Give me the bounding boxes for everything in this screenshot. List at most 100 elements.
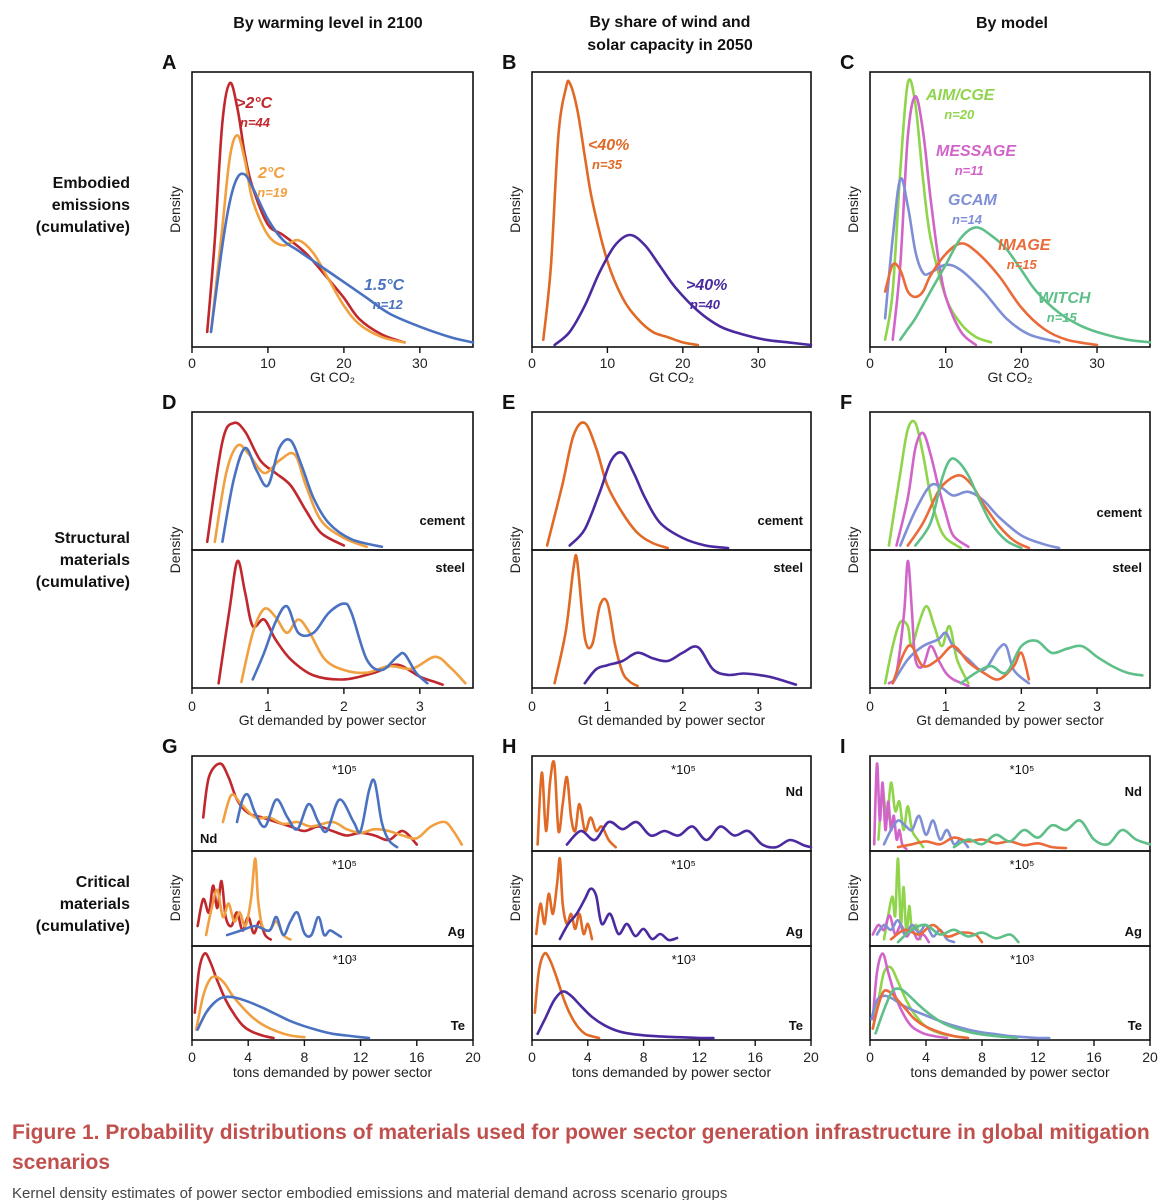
series-name: >2°C xyxy=(236,95,273,112)
series-name: 2°C xyxy=(257,165,285,182)
x-tick-label: 12 xyxy=(353,1049,369,1065)
x-tick-label: 8 xyxy=(301,1049,309,1065)
x-tick-label: 0 xyxy=(188,355,196,371)
series-label-message: MESSAGE n=11 xyxy=(936,143,1017,178)
plot-frame xyxy=(869,945,1151,1041)
x-tick-label: 2 xyxy=(340,698,348,714)
series-line-1-5-c xyxy=(209,172,475,344)
x-tick-label: 20 xyxy=(1142,1049,1158,1065)
row-title-1: Embodied emissions (cumulative) xyxy=(36,175,130,236)
x-tick-label: 1 xyxy=(942,698,950,714)
row-title-line: Structural xyxy=(54,530,130,547)
plot-frame xyxy=(191,549,474,689)
row-title-line: (cumulative) xyxy=(36,574,130,591)
series-line-aim-cge xyxy=(883,604,970,685)
x-tick-label: 3 xyxy=(416,698,424,714)
multiplier-label: *10⁵ xyxy=(671,857,696,872)
series-line-40 xyxy=(553,553,639,688)
x-tick-label: 4 xyxy=(584,1049,592,1065)
series-line-40 xyxy=(583,645,798,686)
x-tick-label: 16 xyxy=(1086,1049,1102,1065)
y-axis-label: Density xyxy=(507,875,523,922)
x-tick-label: 1 xyxy=(604,698,612,714)
series-line-1-5-c xyxy=(251,602,429,685)
subplot-te: Te *10³ xyxy=(869,945,1151,1041)
row-title-line: Embodied xyxy=(53,175,130,192)
plot-frame xyxy=(531,549,812,689)
sublabel-nd: Nd xyxy=(1125,784,1142,799)
x-tick-label: 3 xyxy=(754,698,762,714)
subplot-te: Te *10³ xyxy=(531,945,812,1041)
x-tick-label: 30 xyxy=(750,355,766,371)
x-tick-label: 8 xyxy=(978,1049,986,1065)
x-tick-label: 0 xyxy=(866,698,874,714)
series-line-40 xyxy=(565,820,813,849)
series-line-aim-cge xyxy=(887,419,963,550)
y-axis-label: Density xyxy=(845,875,861,922)
series-line-witch xyxy=(952,819,1152,849)
series-label-aim-cge: AIM/CGE n=20 xyxy=(925,87,996,122)
series-name: MESSAGE xyxy=(936,143,1017,160)
panel-letter-E: E xyxy=(502,392,515,414)
series-line-40 xyxy=(534,857,594,941)
sublabel-cement: cement xyxy=(419,513,465,528)
series-line-message xyxy=(887,559,970,688)
subplot-steel: steel xyxy=(191,549,474,689)
subplot-ag: Ag *10⁵ xyxy=(531,850,812,947)
series-count: n=15 xyxy=(1047,310,1078,325)
series-line-1-5-c xyxy=(225,910,343,939)
y-axis-label: Density xyxy=(507,186,523,233)
series-count: n=11 xyxy=(955,163,984,178)
multiplier-label: *10⁵ xyxy=(671,762,696,777)
series-label-1-5-c: 1.5°C n=12 xyxy=(364,277,405,312)
y-axis-label: Density xyxy=(167,186,183,233)
plot-frame xyxy=(869,411,1151,551)
sublabel-te: Te xyxy=(789,1018,803,1033)
x-axis-label: Gt CO₂ xyxy=(987,369,1032,385)
x-axis-label: tons demanded by power sector xyxy=(910,1064,1110,1080)
sublabel-ag: Ag xyxy=(448,924,465,939)
row-title-line: materials xyxy=(60,896,130,913)
series-count: n=14 xyxy=(952,212,983,227)
series-line-message xyxy=(871,952,949,1040)
column-title-1: By warming level in 2100 xyxy=(233,15,423,32)
series-name: 1.5°C xyxy=(364,277,405,294)
sublabel-ag: Ag xyxy=(1125,924,1142,939)
x-tick-label: 30 xyxy=(412,355,428,371)
column-title-line: solar capacity in 2050 xyxy=(587,37,753,54)
x-tick-label: 10 xyxy=(260,355,276,371)
panel-letter-H: H xyxy=(502,736,516,758)
multiplier-label: *10⁵ xyxy=(332,857,357,872)
row-title-line: materials xyxy=(60,552,130,569)
y-axis-label: Density xyxy=(167,875,183,922)
series-line-2-c xyxy=(209,134,406,344)
x-tick-label: 0 xyxy=(188,698,196,714)
column-title-line: By model xyxy=(976,15,1048,32)
panel-letter-I: I xyxy=(840,736,846,758)
series-line-image xyxy=(906,473,1031,550)
x-tick-label: 8 xyxy=(640,1049,648,1065)
series-name: WITCH xyxy=(1038,290,1091,307)
series-label-2-c: 2°C n=19 xyxy=(257,165,288,200)
x-axis-label: Gt CO₂ xyxy=(649,369,694,385)
series-line-image xyxy=(883,242,1099,347)
series-line-2-c xyxy=(193,951,275,1040)
subplot-cement: cement xyxy=(531,411,812,551)
y-axis-label: Density xyxy=(507,527,523,574)
row-title-line: (cumulative) xyxy=(36,918,130,935)
x-tick-label: 20 xyxy=(1014,355,1030,371)
subplot-main xyxy=(869,71,1152,348)
x-axis-label: Gt demanded by power sector xyxy=(916,712,1104,728)
series-line-40 xyxy=(568,451,730,550)
series-line-40 xyxy=(542,79,700,347)
series-count: n=44 xyxy=(240,115,271,130)
plot-frame xyxy=(531,945,812,1041)
panel-I: I Density Nd *10⁵ Ag *10⁵ Te *10³ 0 4 8 12 16 20 tons … xyxy=(840,736,1158,1080)
series-line-40 xyxy=(553,233,813,347)
series-line-witch xyxy=(914,457,1023,550)
series-line-witch xyxy=(899,226,1152,344)
subplot-nd: Nd *10⁵ xyxy=(869,755,1152,852)
x-axis-label: Gt demanded by power sector xyxy=(239,712,427,728)
series-label-40: >40% n=40 xyxy=(686,277,727,312)
